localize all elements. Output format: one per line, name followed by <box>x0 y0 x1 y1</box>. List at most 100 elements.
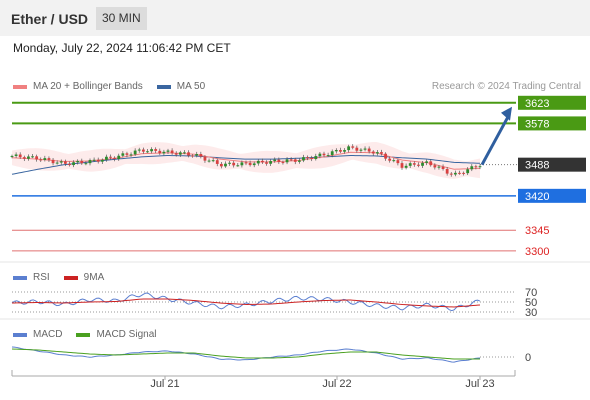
macd-line <box>11 346 481 363</box>
candle-body <box>363 148 367 150</box>
candle-body <box>113 157 117 159</box>
candle-body <box>174 153 178 155</box>
support-label: 3345 <box>525 225 549 237</box>
candle-body <box>462 172 465 174</box>
candle-body <box>146 151 149 153</box>
timestamp: Monday, July 22, 2024 11:06:42 PM CET <box>13 41 231 55</box>
rsi-tick-label: 30 <box>525 307 537 319</box>
candle-body <box>375 152 379 154</box>
candle-body <box>478 166 482 168</box>
candle-body <box>158 150 162 154</box>
candle-body <box>297 160 301 162</box>
candle-body <box>195 154 199 156</box>
candle-body <box>133 150 137 155</box>
candle-body <box>474 166 478 168</box>
candle-body <box>10 155 14 157</box>
candle-body <box>252 163 256 166</box>
ma50-swatch <box>156 84 171 89</box>
candle-body <box>433 165 437 168</box>
last-price-tag <box>518 157 586 172</box>
candle-body <box>347 146 351 151</box>
legend-ma50: MA 50 <box>176 81 206 92</box>
candle-body <box>466 169 470 174</box>
signal-swatch <box>76 332 91 337</box>
candle-body <box>18 154 22 158</box>
candle-body <box>425 161 429 163</box>
candle-body <box>351 146 355 148</box>
candle-body <box>240 162 244 166</box>
candle-body <box>117 155 121 159</box>
credit-text: Research © 2024 Trading Central <box>431 81 581 92</box>
candle-body <box>63 161 67 164</box>
candle-body <box>207 160 211 162</box>
instrument-title: Ether / USD <box>11 11 89 27</box>
candle-body <box>293 159 297 162</box>
resistance-label: 3578 <box>525 118 549 130</box>
candle-body <box>47 158 51 160</box>
timeframe-badge[interactable]: 30 MIN <box>96 7 147 30</box>
bollinger-band <box>12 142 480 179</box>
candle-body <box>470 166 474 170</box>
candle-body <box>367 148 371 152</box>
candle-body <box>289 159 293 161</box>
candle-body <box>224 163 227 167</box>
legend-signal-label: MACD Signal <box>96 329 157 340</box>
candle-body <box>445 169 449 174</box>
candle-body <box>449 173 453 175</box>
candle-body <box>191 155 195 157</box>
candle-body <box>129 154 133 156</box>
candle-body <box>125 153 129 155</box>
rsi-tick-label: 50 <box>525 297 537 309</box>
legend-main: MA 20 + Bollinger Bands MA 50 <box>13 81 205 92</box>
x-tick-label: Jul 23 <box>465 378 494 390</box>
candle-body <box>43 158 47 160</box>
candle-body <box>384 153 387 159</box>
candle-body <box>326 155 330 157</box>
macd-signal-line <box>11 348 480 360</box>
candle-body <box>269 161 273 164</box>
candle-body <box>392 160 396 162</box>
candle-body <box>187 152 190 156</box>
candle-body <box>51 159 55 164</box>
pivot-label: 3420 <box>525 191 549 203</box>
legend-rsi-label: RSI <box>33 272 50 283</box>
legend-macd-label: MACD <box>33 329 63 340</box>
candle-body <box>306 157 309 159</box>
candle-body <box>14 154 18 156</box>
candle-body <box>178 152 182 155</box>
candle-body <box>281 162 285 164</box>
candle-body <box>265 162 268 164</box>
legend-rsi-ma9-label: 9MA <box>83 272 105 283</box>
candle-body <box>59 161 63 163</box>
pivot-tag <box>518 188 586 203</box>
candle-body <box>162 151 166 154</box>
macd-tick-label: 0 <box>525 352 531 364</box>
candle-body <box>359 149 363 151</box>
candle-body <box>170 150 174 154</box>
candle-body <box>273 159 277 162</box>
candle-body <box>417 164 420 166</box>
candle-body <box>76 160 80 163</box>
candle-body <box>458 172 461 174</box>
candle-body <box>211 160 215 162</box>
candle-body <box>343 150 346 152</box>
candle-body <box>121 153 125 156</box>
macd-swatch <box>13 332 27 337</box>
candle-body <box>199 154 203 157</box>
candle-body <box>310 157 314 160</box>
candle-body <box>166 150 170 152</box>
candle-body <box>96 159 100 162</box>
candle-body <box>355 147 359 151</box>
candle-body <box>396 160 400 164</box>
candle-body <box>408 163 412 166</box>
candle-body <box>248 162 252 166</box>
candle-body <box>22 157 26 159</box>
candle-body <box>236 165 240 167</box>
candle-body <box>105 156 108 160</box>
candle-body <box>244 162 248 164</box>
candle-body <box>400 163 404 168</box>
legend-ma20-bb: MA 20 + Bollinger Bands <box>33 81 143 92</box>
candle-body <box>302 157 305 161</box>
candle-body <box>154 149 158 151</box>
